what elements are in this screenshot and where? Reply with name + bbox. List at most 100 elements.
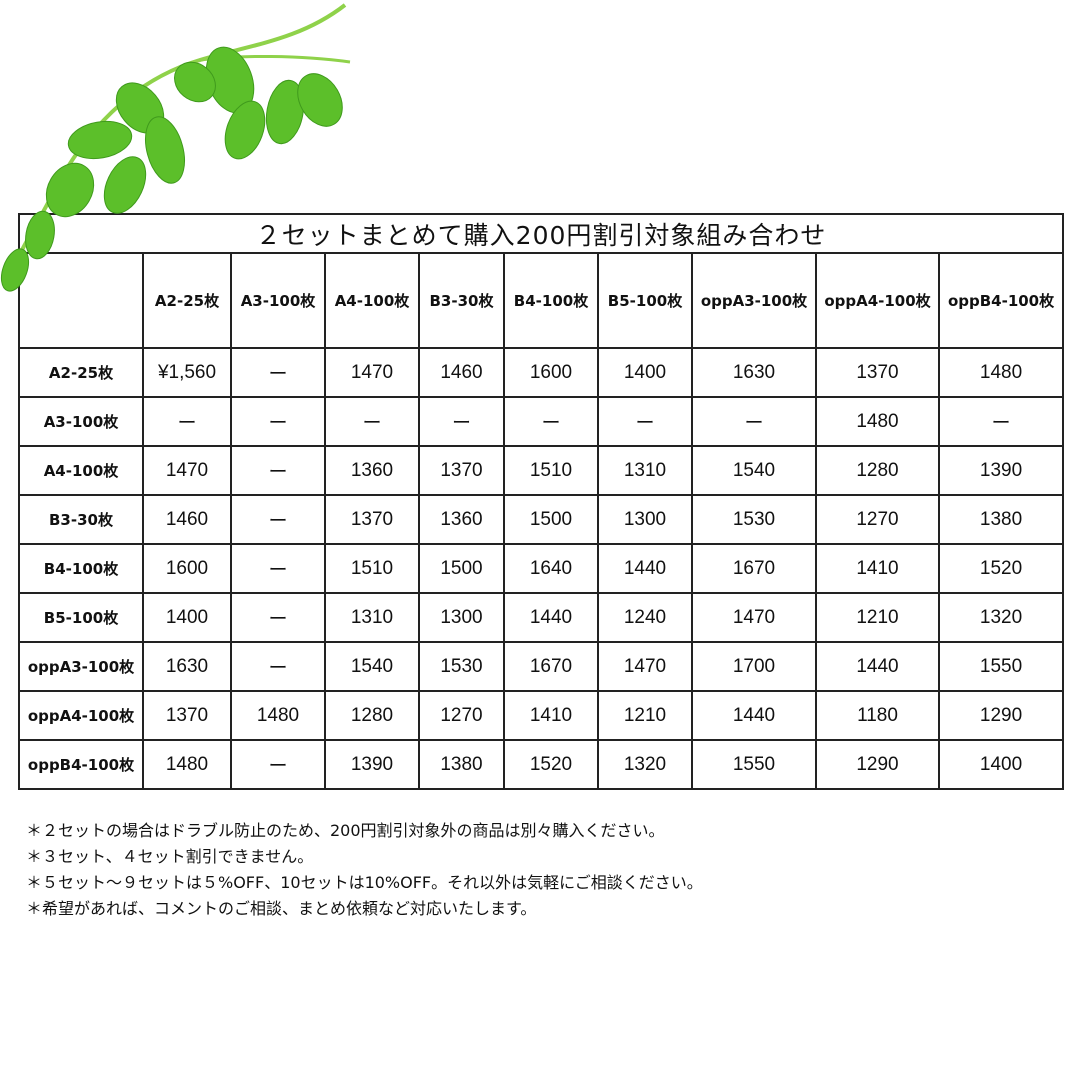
price-cell: 1510 xyxy=(503,445,599,496)
price-cell: 1670 xyxy=(691,543,817,594)
price-cell: 1480 xyxy=(815,396,940,447)
table-row: B5-100枚 1400 ー 1310 1300 1440 1240 1470 1210 1320 xyxy=(18,592,1065,643)
table-row: oppA3-100枚 1630 ー 1540 1530 1670 1470 1700 1440 1… xyxy=(18,641,1065,692)
price-cell: 1320 xyxy=(937,592,1065,643)
row-header: B4-100枚 xyxy=(18,543,144,594)
price-cell: ー xyxy=(230,347,326,398)
price-cell: 1500 xyxy=(418,543,505,594)
price-cell: 1280 xyxy=(324,690,420,741)
price-cell: 1480 xyxy=(142,739,232,790)
price-cell: 1390 xyxy=(937,445,1065,496)
price-cell: 1550 xyxy=(937,641,1065,692)
price-cell: 1240 xyxy=(597,592,693,643)
price-cell: 1180 xyxy=(815,690,940,741)
price-cell: 1470 xyxy=(691,592,817,643)
price-cell: 1380 xyxy=(418,739,505,790)
price-cell: ー xyxy=(503,396,599,447)
price-cell: 1400 xyxy=(142,592,232,643)
price-cell: 1380 xyxy=(937,494,1065,545)
price-cell: ー xyxy=(937,396,1065,447)
table-row: A4-100枚 1470 ー 1360 1370 1510 1310 1540 1280 1390 xyxy=(18,445,1065,496)
price-cell: 1400 xyxy=(597,347,693,398)
price-cell: 1480 xyxy=(937,347,1065,398)
price-cell: 1290 xyxy=(815,739,940,790)
discount-combination-table: ２セットまとめて購入200円割引対象組み合わせ A2-25枚 A3-100枚 A4-… xyxy=(17,213,1065,790)
price-cell: 1470 xyxy=(142,445,232,496)
price-cell: 1530 xyxy=(418,641,505,692)
price-cell: 1640 xyxy=(503,543,599,594)
corner-cell xyxy=(18,252,144,349)
table-row: oppA4-100枚 1370 1480 1280 1270 1410 1210 1440 11… xyxy=(18,690,1065,741)
price-cell: 1460 xyxy=(142,494,232,545)
price-cell: 1500 xyxy=(503,494,599,545)
price-cell: 1700 xyxy=(691,641,817,692)
price-cell: 1600 xyxy=(142,543,232,594)
price-cell: 1270 xyxy=(815,494,940,545)
price-cell: 1210 xyxy=(597,690,693,741)
price-cell: 1370 xyxy=(324,494,420,545)
price-cell: 1440 xyxy=(815,641,940,692)
row-header: oppA3-100枚 xyxy=(18,641,144,692)
price-cell: 1210 xyxy=(815,592,940,643)
row-header: oppB4-100枚 xyxy=(18,739,144,790)
column-header: A2-25枚 xyxy=(142,252,232,349)
price-cell: 1300 xyxy=(597,494,693,545)
price-cell: 1400 xyxy=(937,739,1065,790)
table-row: A3-100枚ーーーーーーー 1480 ー xyxy=(18,396,1065,447)
price-cell: ー xyxy=(230,445,326,496)
price-cell: 1520 xyxy=(937,543,1065,594)
price-cell: 1270 xyxy=(418,690,505,741)
price-cell: 1280 xyxy=(815,445,940,496)
price-cell: 1470 xyxy=(324,347,420,398)
column-header: oppA4-100枚 xyxy=(815,252,940,349)
price-cell: 1440 xyxy=(597,543,693,594)
price-cell: 1370 xyxy=(418,445,505,496)
price-cell: ー xyxy=(230,739,326,790)
column-header: A3-100枚 xyxy=(230,252,326,349)
price-cell: 1480 xyxy=(230,690,326,741)
price-cell: 1320 xyxy=(597,739,693,790)
price-cell: 1670 xyxy=(503,641,599,692)
column-header: B4-100枚 xyxy=(503,252,599,349)
price-cell: 1600 xyxy=(503,347,599,398)
column-header: A4-100枚 xyxy=(324,252,420,349)
row-header: A3-100枚 xyxy=(18,396,144,447)
price-cell: 1510 xyxy=(324,543,420,594)
table-row: B4-100枚 1600 ー 1510 1500 1640 1440 1670 1410 1520 xyxy=(18,543,1065,594)
price-cell: ー xyxy=(691,396,817,447)
column-header: B3-30枚 xyxy=(418,252,505,349)
price-cell: 1360 xyxy=(418,494,505,545)
row-header: B5-100枚 xyxy=(18,592,144,643)
price-cell: ー xyxy=(230,592,326,643)
price-cell: ¥1,560 xyxy=(142,347,232,398)
price-cell: 1440 xyxy=(691,690,817,741)
note-line: ＊３セット、４セット割引できません。 xyxy=(26,847,314,866)
price-cell: ー xyxy=(230,543,326,594)
column-header-row: A2-25枚 A3-100枚 A4-100枚 B3-30枚 B4-100枚 B5-100枚… xyxy=(18,252,1065,349)
column-header: oppA3-100枚 xyxy=(691,252,817,349)
price-cell: 1550 xyxy=(691,739,817,790)
price-cell: ー xyxy=(597,396,693,447)
price-cell: ー xyxy=(230,494,326,545)
price-cell: 1410 xyxy=(503,690,599,741)
column-header: B5-100枚 xyxy=(597,252,693,349)
price-cell: ー xyxy=(418,396,505,447)
price-cell: 1310 xyxy=(597,445,693,496)
price-cell: 1470 xyxy=(597,641,693,692)
row-header: B3-30枚 xyxy=(18,494,144,545)
price-cell: 1540 xyxy=(691,445,817,496)
note-line: ＊２セットの場合はドラブル防止のため、200円割引対象外の商品は別々購入ください… xyxy=(26,821,665,840)
price-cell: 1410 xyxy=(815,543,940,594)
price-cell: 1630 xyxy=(691,347,817,398)
price-cell: 1360 xyxy=(324,445,420,496)
column-header: oppB4-100枚 xyxy=(937,252,1065,349)
price-cell: 1520 xyxy=(503,739,599,790)
table-title: ２セットまとめて購入200円割引対象組み合わせ xyxy=(17,213,1065,254)
price-cell: 1460 xyxy=(418,347,505,398)
price-cell: ー xyxy=(324,396,420,447)
notes: ＊２セットの場合はドラブル防止のため、200円割引対象外の商品は別々購入ください… xyxy=(26,818,703,922)
price-cell: 1370 xyxy=(142,690,232,741)
price-cell: ー xyxy=(230,641,326,692)
table-row: A2-25枚 ¥1,560 ー 1470 1460 1600 1400 1630 1370 148… xyxy=(18,347,1065,398)
price-cell: ー xyxy=(230,396,326,447)
